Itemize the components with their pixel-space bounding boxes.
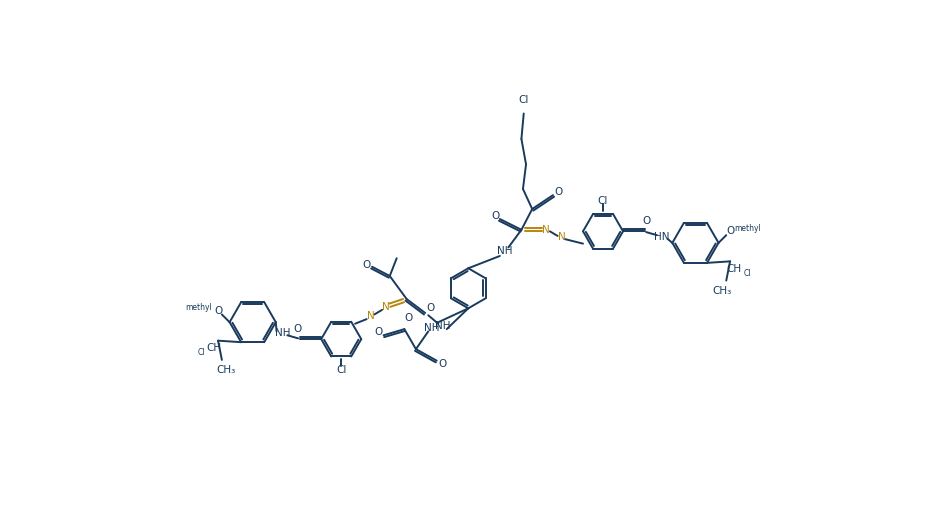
Text: methyl: methyl — [734, 224, 761, 233]
Text: O: O — [214, 305, 222, 316]
Text: Cl: Cl — [598, 196, 609, 205]
Text: Cl: Cl — [744, 269, 751, 278]
Text: Cl: Cl — [197, 348, 204, 358]
Text: O: O — [554, 187, 562, 197]
Text: NH: NH — [497, 246, 512, 256]
Text: N: N — [382, 302, 389, 312]
Text: CH: CH — [726, 264, 742, 274]
Text: CH: CH — [206, 343, 222, 353]
Text: N: N — [542, 225, 550, 235]
Text: NH: NH — [435, 321, 450, 331]
Text: NH: NH — [275, 328, 290, 338]
Text: O: O — [726, 227, 734, 236]
Text: N: N — [558, 233, 565, 243]
Text: CH₃: CH₃ — [713, 286, 732, 296]
Text: O: O — [491, 211, 500, 221]
Text: methyl: methyl — [185, 303, 212, 312]
Text: HN: HN — [654, 233, 670, 243]
Text: O: O — [426, 302, 435, 313]
Text: CH₃: CH₃ — [216, 365, 235, 375]
Text: O: O — [374, 327, 382, 337]
Text: O: O — [643, 216, 651, 227]
Text: N: N — [366, 311, 375, 321]
Text: NH: NH — [425, 322, 440, 333]
Text: O: O — [293, 324, 302, 334]
Text: Cl: Cl — [519, 95, 529, 105]
Text: O: O — [404, 313, 413, 322]
Text: Cl: Cl — [336, 365, 347, 375]
Text: O: O — [363, 260, 371, 270]
Text: O: O — [438, 359, 446, 369]
